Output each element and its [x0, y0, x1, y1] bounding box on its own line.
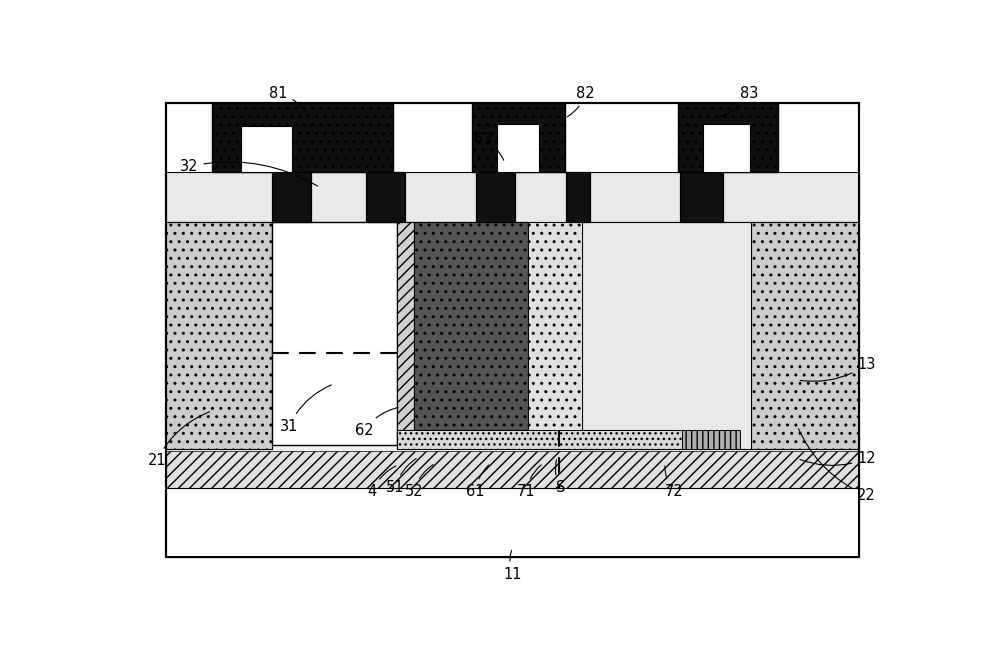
Text: 12: 12 [800, 451, 876, 466]
Bar [397, 430, 736, 450]
Text: 63: 63 [474, 132, 504, 160]
Bar [366, 172, 405, 222]
Text: S: S [555, 459, 565, 495]
Bar [166, 103, 859, 557]
Text: 13: 13 [800, 357, 876, 381]
Bar [414, 222, 528, 430]
Bar [397, 430, 674, 438]
Text: 32: 32 [180, 159, 318, 186]
Bar [397, 222, 414, 450]
Bar [212, 103, 393, 172]
Bar [166, 450, 859, 488]
Bar [241, 126, 292, 172]
Bar [166, 222, 272, 450]
Text: 83: 83 [717, 86, 759, 118]
Bar [566, 172, 590, 222]
Bar [366, 172, 405, 222]
Bar [476, 172, 515, 222]
Text: 72: 72 [665, 466, 684, 499]
Bar [414, 430, 583, 450]
Bar [272, 172, 311, 222]
Bar [582, 222, 751, 450]
Text: 71: 71 [517, 465, 541, 499]
Text: 81: 81 [269, 86, 309, 116]
Bar [272, 222, 397, 446]
Bar [528, 222, 582, 430]
Bar [166, 488, 859, 557]
Bar [472, 103, 565, 172]
Bar [272, 172, 311, 222]
Bar [397, 430, 674, 447]
Text: 11: 11 [503, 550, 522, 582]
Bar [680, 172, 723, 222]
Text: 22: 22 [799, 429, 876, 503]
Bar [680, 172, 723, 222]
Bar [678, 103, 778, 172]
Bar [497, 124, 539, 172]
Bar [166, 442, 859, 451]
Bar [166, 103, 859, 557]
Bar [682, 430, 740, 450]
Text: 4: 4 [368, 466, 396, 499]
Text: 82: 82 [567, 86, 595, 117]
Text: 61: 61 [466, 465, 489, 499]
Bar [566, 172, 590, 222]
Bar [166, 172, 859, 222]
Bar [751, 222, 859, 450]
Bar [476, 172, 515, 222]
Text: 52: 52 [405, 465, 433, 499]
Text: 21: 21 [147, 412, 210, 468]
Text: 51: 51 [386, 458, 416, 495]
Bar [703, 124, 750, 172]
Text: 62: 62 [355, 408, 398, 438]
Text: 31: 31 [280, 385, 331, 434]
